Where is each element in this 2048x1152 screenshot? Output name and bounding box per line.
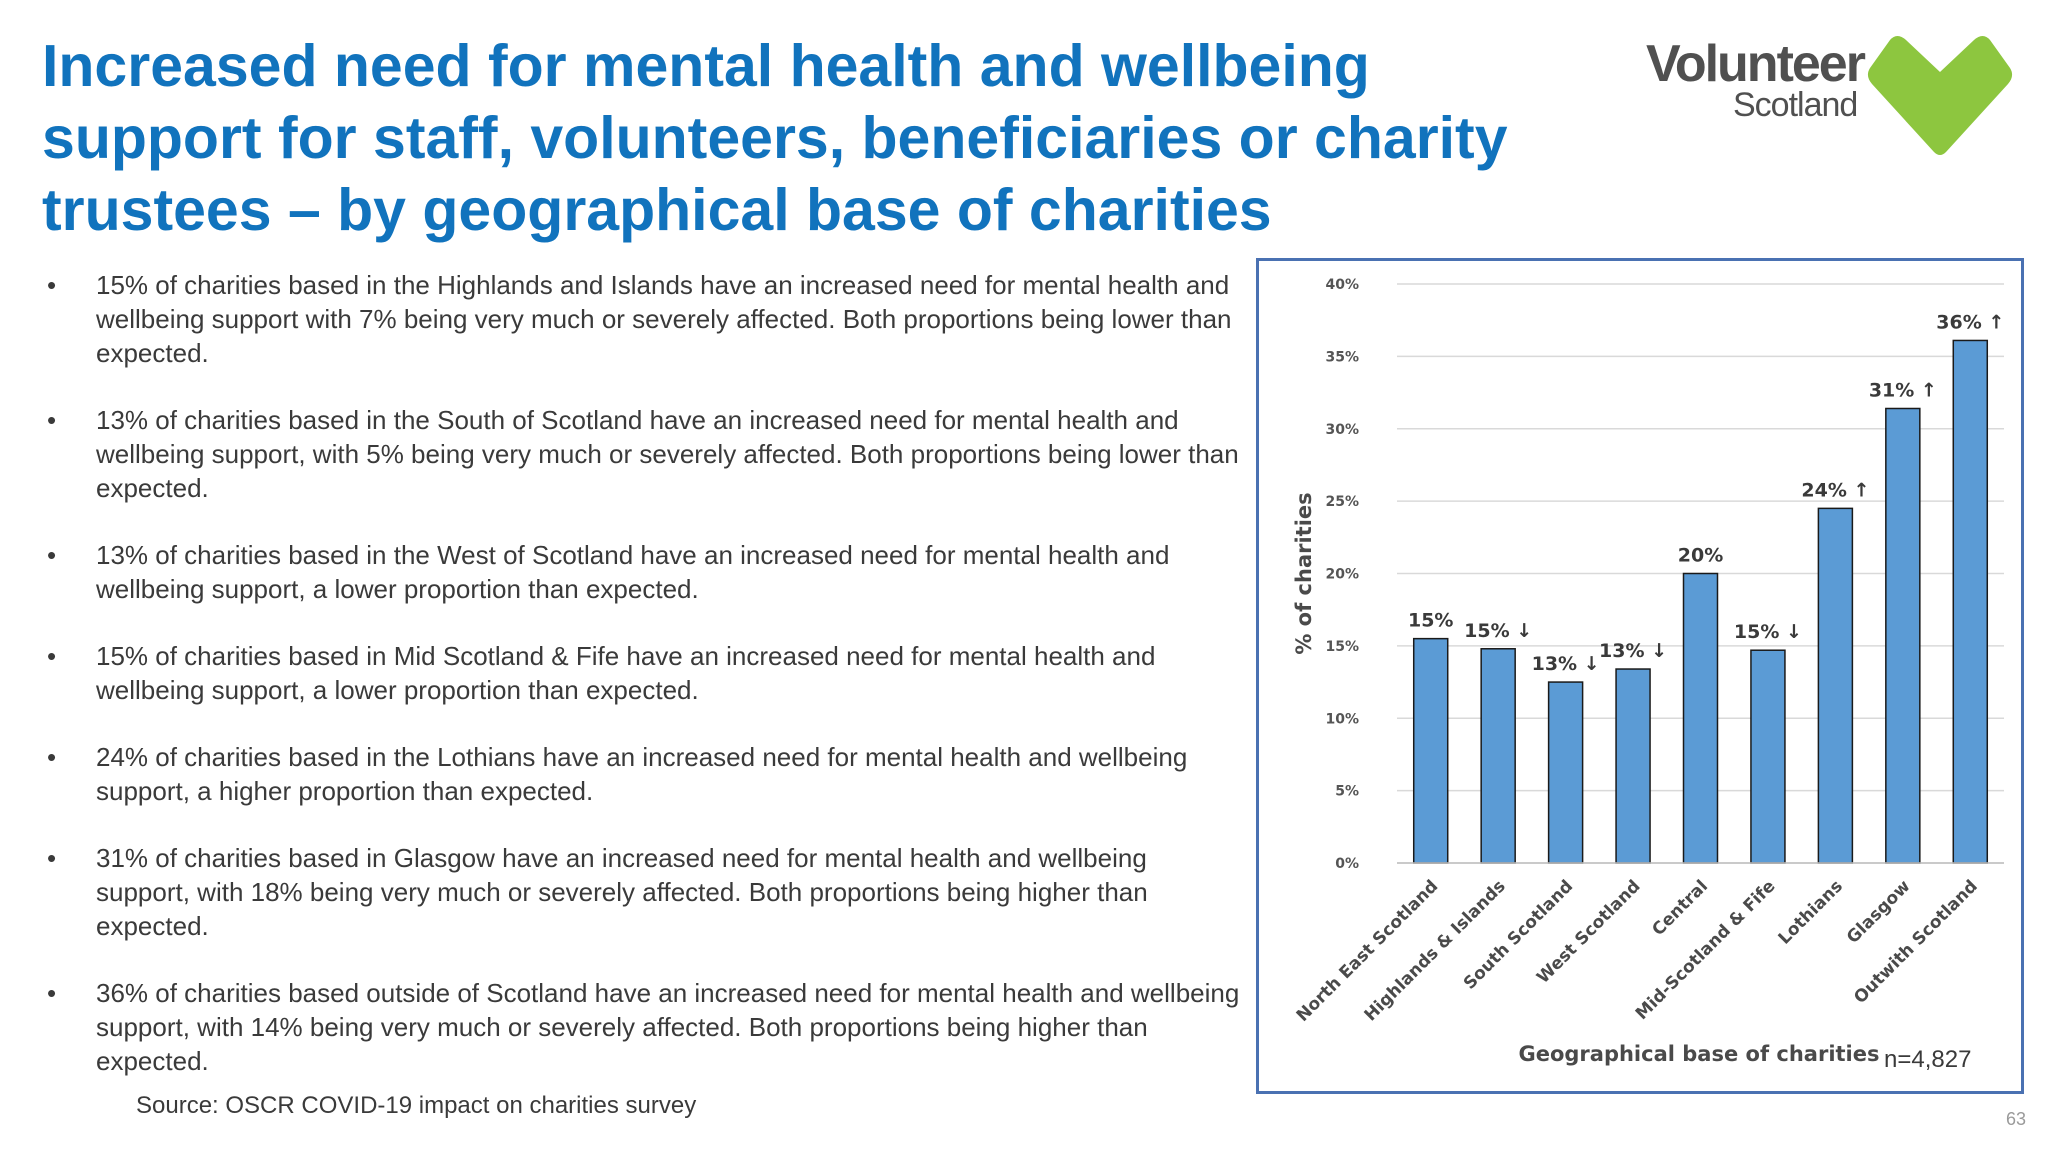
- bullet-item: • 15% of charities based in Mid Scotland …: [44, 639, 1244, 707]
- bar: [1817, 507, 1854, 864]
- y-tick-label: 35%: [1325, 349, 1359, 365]
- bullet-item: • 31% of charities based in Glasgow have …: [44, 841, 1244, 943]
- bullet-text: 15% of charities based in Mid Scotland &…: [96, 641, 1156, 705]
- sample-size-label: n=4,827: [1884, 1046, 1972, 1073]
- bullet-marker: •: [47, 978, 57, 1008]
- bullet-marker: •: [47, 405, 57, 435]
- y-tick-label: 25%: [1325, 494, 1359, 510]
- bullet-text: 36% of charities based outside of Scotla…: [96, 978, 1240, 1076]
- x-tick-label: Mid-Scotland & Fife: [1632, 876, 1780, 1024]
- bullet-marker: •: [47, 742, 57, 772]
- bullet-text: 13% of charities based in the West of Sc…: [96, 540, 1170, 604]
- x-tick-label: Lothians: [1775, 876, 1847, 948]
- bullet-item: • 13% of charities based in the West of S…: [44, 538, 1244, 606]
- bar: [1682, 572, 1719, 864]
- data-label: 15% ↓: [1734, 621, 1802, 643]
- logo-subtitle: Scotland: [1733, 86, 1858, 124]
- chart-frame: 0% 5% 10% 15% 20% 25% 30% 35% 40% 15% North East S…: [1256, 258, 2024, 1094]
- bullet-text: 15% of charities based in the Highlands …: [96, 270, 1232, 368]
- bar: [1952, 339, 1989, 864]
- bullet-item: • 15% of charities based in the Highlands…: [44, 268, 1244, 370]
- data-label: 36% ↑: [1936, 311, 2004, 333]
- heart-check-icon: [1867, 36, 2013, 155]
- data-label: 15% ↓: [1464, 620, 1532, 642]
- bullet-item: • 36% of charities based outside of Scotl…: [44, 976, 1244, 1078]
- data-label: 20%: [1678, 545, 1723, 567]
- page-number: 63: [2005, 1109, 2026, 1129]
- logo-wordmark: Volunteer: [1646, 35, 1866, 93]
- y-tick-label: 5%: [1335, 784, 1359, 800]
- volunteer-scotland-logo: Volunteer Scotland: [1638, 30, 2028, 170]
- bullet-item: • 24% of charities based in the Lothians …: [44, 740, 1244, 808]
- bar-chart: 0%5%10%15%20%25%30%35%40%15%North East S…: [1292, 277, 2004, 1066]
- x-tick-label: Outwith Scotland: [1850, 876, 1982, 1008]
- data-label: 13% ↓: [1532, 653, 1600, 675]
- x-tick-label: Glasgow: [1843, 876, 1915, 948]
- bar: [1412, 637, 1449, 864]
- x-axis-title: Geographical base of charities: [1518, 1042, 1879, 1066]
- bar: [1885, 407, 1921, 864]
- bullet-marker: •: [47, 540, 57, 570]
- bullet-item: • 13% of charities based in the South of …: [44, 403, 1244, 505]
- y-tick-label: 30%: [1325, 422, 1359, 438]
- y-tick-label: 0%: [1335, 856, 1359, 872]
- y-tick-label: 40%: [1325, 277, 1359, 293]
- data-label: 24% ↑: [1801, 479, 1869, 501]
- bar: [1547, 681, 1584, 864]
- data-label: 31% ↑: [1869, 379, 1937, 401]
- y-axis-title: % of charities: [1292, 492, 1316, 654]
- bullet-marker: •: [47, 641, 57, 671]
- page-title: Increased need for mental health and wel…: [42, 33, 1508, 243]
- data-label: 13% ↓: [1599, 640, 1667, 662]
- data-label: 15%: [1408, 610, 1453, 632]
- bar: [1615, 668, 1651, 864]
- bullet-marker: •: [47, 270, 57, 300]
- y-tick-label: 20%: [1325, 567, 1359, 583]
- bullet-text: 31% of charities based in Glasgow have a…: [96, 843, 1148, 941]
- y-tick-label: 10%: [1325, 711, 1359, 727]
- bullet-text: 24% of charities based in the Lothians h…: [96, 742, 1188, 806]
- bullet-list: • 15% of charities based in the Highlands…: [44, 268, 1244, 1111]
- bullet-text: 13% of charities based in the South of S…: [96, 405, 1239, 503]
- y-tick-label: 15%: [1325, 639, 1359, 655]
- bullet-marker: •: [47, 843, 57, 873]
- x-tick-label: Central: [1648, 876, 1712, 940]
- bar: [1480, 648, 1516, 864]
- bar: [1750, 649, 1786, 864]
- source-note: Source: OSCR COVID-19 impact on charitie…: [136, 1092, 697, 1119]
